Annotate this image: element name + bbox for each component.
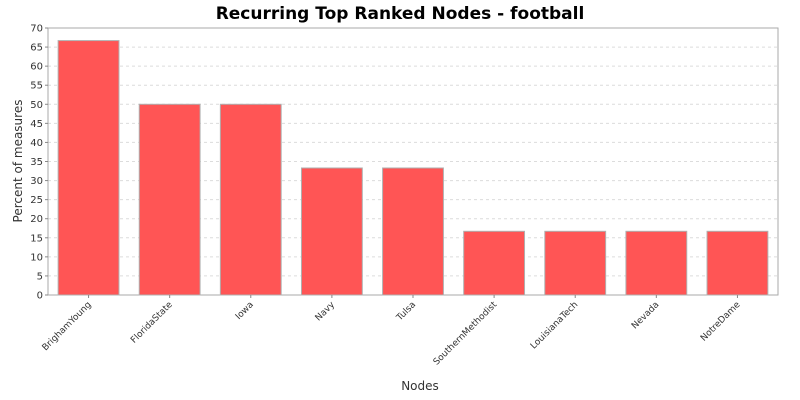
bar-FloridaState [138, 103, 201, 296]
x-tick-label: Nevada [630, 300, 661, 331]
bar-BrighamYoung [57, 40, 120, 296]
bar-Iowa [219, 103, 282, 296]
y-axis-label: Percent of measures [11, 100, 25, 223]
bars [57, 40, 769, 296]
bar-SouthernMethodist [463, 230, 526, 296]
x-tick-label: FloridaState [129, 300, 175, 346]
y-tick-label: 0 [37, 291, 43, 302]
y-tick-label: 45 [30, 119, 43, 130]
bar-Navy [300, 167, 363, 296]
y-axis-ticks: 0 5 10 15 20 25 30 35 40 45 50 55 60 65 70 [30, 24, 48, 302]
x-axis-label: Nodes [401, 379, 439, 393]
y-tick-label: 65 [30, 43, 43, 54]
y-tick-label: 40 [30, 138, 43, 149]
y-tick-label: 5 [37, 271, 43, 282]
x-tick-label: NotreDame [699, 300, 743, 344]
x-tick-label: BrighamYoung [41, 300, 94, 353]
y-tick-label: 30 [30, 176, 43, 187]
x-axis-ticks: BrighamYoung FloridaState Iowa Navy Tulsa Sou… [41, 295, 743, 368]
y-tick-label: 10 [30, 252, 43, 263]
y-tick-label: 60 [30, 62, 43, 73]
x-tick-label: Navy [314, 300, 338, 324]
bar-LouisianaTech [544, 230, 607, 296]
y-tick-label: 50 [30, 100, 43, 111]
y-tick-label: 20 [30, 214, 43, 225]
bar-Nevada [625, 230, 688, 296]
y-tick-label: 55 [30, 81, 43, 92]
x-tick-label: SouthernMethodist [432, 300, 500, 368]
x-tick-label: LouisianaTech [529, 300, 580, 351]
x-tick-label: Tulsa [394, 300, 418, 324]
bar-Tulsa [382, 167, 444, 296]
y-tick-label: 15 [30, 233, 43, 244]
y-tick-label: 70 [30, 24, 43, 35]
y-tick-label: 25 [30, 195, 43, 206]
y-tick-label: 35 [30, 157, 43, 168]
x-tick-label: Iowa [234, 300, 256, 322]
chart-title: Recurring Top Ranked Nodes - football [216, 4, 585, 24]
bar-NotreDame [706, 230, 769, 296]
